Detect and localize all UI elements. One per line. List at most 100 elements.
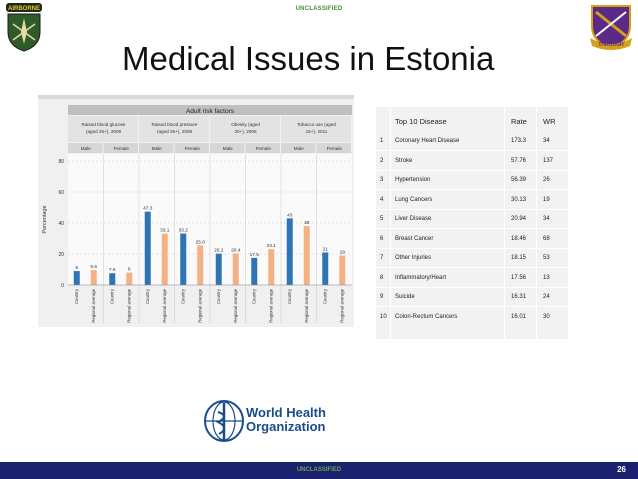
table-cell-wr: 137 bbox=[543, 157, 554, 164]
footer-bar: UNCLASSIFIED 26 bbox=[0, 462, 638, 479]
table-cell-rank: 8 bbox=[380, 274, 384, 281]
chart-sex-label: Male bbox=[294, 146, 304, 151]
chart-x-tick-label: Regional average bbox=[197, 288, 202, 322]
chart-bar-value-label: 20.2 bbox=[214, 248, 224, 254]
chart-bar-country bbox=[144, 211, 151, 285]
chart-x-tick-label: Regional average bbox=[126, 288, 131, 322]
table-cell-disease: Coronary Heart Disease bbox=[395, 138, 460, 144]
chart-bar-country bbox=[322, 252, 329, 285]
chart-bar-value-label: 33.1 bbox=[160, 228, 170, 234]
table-cell-rank: 3 bbox=[380, 177, 384, 183]
chart-sex-label: Male bbox=[152, 146, 162, 151]
chart-group-label: 15+), 2011 bbox=[306, 129, 328, 134]
chart-bar-country bbox=[109, 273, 116, 285]
chart-bar-value-label: 25.6 bbox=[196, 239, 206, 245]
chart-bar-regional bbox=[303, 226, 310, 285]
chart-bar-value-label: 43 bbox=[287, 212, 293, 218]
who-line-2: Organization bbox=[246, 419, 326, 434]
chart-y-tick: 20 bbox=[58, 252, 64, 258]
chart-group-label: (aged 25+), 2008 bbox=[86, 129, 122, 134]
table-cell-rate: 57.76 bbox=[511, 157, 527, 164]
chart-y-tick: 40 bbox=[58, 221, 64, 227]
chart-x-tick-label: Regional average bbox=[233, 288, 238, 322]
who-line-1: World Health bbox=[246, 405, 326, 420]
table-cell-rate: 173.3 bbox=[511, 138, 527, 144]
chart-x-tick-label: Regional average bbox=[91, 288, 96, 322]
table-cell-rank: 5 bbox=[380, 216, 384, 222]
table-cell-wr: 19 bbox=[543, 196, 550, 203]
chart-bar-regional bbox=[339, 255, 346, 285]
table-cell-rank: 7 bbox=[380, 255, 384, 261]
chart-top-border bbox=[38, 95, 354, 99]
table-row-divider bbox=[376, 169, 568, 171]
classification-banner-top: UNCLASSIFIED bbox=[295, 6, 343, 12]
table-cell-rank: 9 bbox=[380, 294, 384, 300]
table-cell-disease: Hypertension bbox=[395, 177, 431, 183]
slide-title: Medical Issues in Estonia bbox=[122, 40, 495, 77]
table-cell-rank: 1 bbox=[380, 138, 384, 144]
chart-x-tick-label: Country bbox=[74, 288, 79, 304]
chart-bar-country bbox=[73, 271, 80, 285]
chart-bar-country bbox=[215, 253, 222, 285]
table-col-divider bbox=[390, 107, 391, 339]
chart-sex-label: Female bbox=[256, 146, 272, 151]
chart-bar-value-label: 38 bbox=[304, 220, 310, 226]
table-row-divider bbox=[376, 228, 568, 229]
svg-text:THROUGH: THROUGH bbox=[598, 42, 624, 48]
chart-sex-label: Male bbox=[81, 146, 91, 151]
classification-banner-bottom: UNCLASSIFIED bbox=[296, 467, 342, 473]
table-cell-wr: 53 bbox=[543, 255, 550, 261]
chart-group-header bbox=[281, 116, 351, 142]
table-cell-rate: 16.31 bbox=[511, 294, 527, 300]
page-number: 26 bbox=[617, 465, 626, 474]
chart-group-label: (aged 25+), 2008 bbox=[157, 129, 193, 134]
chart-bar-value-label: 7.6 bbox=[109, 267, 116, 273]
table-cell-wr: 30 bbox=[543, 313, 550, 320]
chart-bar-country bbox=[251, 257, 258, 285]
chart-group-label: 20+), 2008 bbox=[234, 129, 257, 134]
chart-bar-regional bbox=[197, 245, 204, 285]
chart-sex-header bbox=[245, 143, 280, 153]
table-cell-rank: 10 bbox=[380, 313, 387, 320]
table-cell-disease: Lung Cancers bbox=[395, 196, 433, 203]
chart-x-tick-label: Country bbox=[216, 288, 221, 304]
chart-x-tick-label: Regional average bbox=[304, 288, 309, 322]
table-cell-disease: Suicide bbox=[395, 294, 415, 300]
chart-group-header bbox=[139, 116, 209, 142]
chart-bar-regional bbox=[126, 272, 133, 285]
table-cell-wr: 68 bbox=[543, 235, 550, 242]
table-cell-rate: 30.13 bbox=[511, 196, 527, 203]
svg-text:AIRBORNE: AIRBORNE bbox=[8, 6, 40, 12]
chart-bar-value-label: 9 bbox=[75, 265, 78, 271]
chart-x-tick-label: Country bbox=[145, 288, 150, 304]
chart-sex-label: Male bbox=[223, 146, 233, 151]
table-cell-wr: 13 bbox=[543, 274, 550, 281]
table-cell-rank: 6 bbox=[380, 235, 384, 242]
table-cell-rate: 56.39 bbox=[511, 177, 527, 183]
table-row-divider bbox=[376, 286, 568, 288]
chart-y-tick: 0 bbox=[61, 283, 64, 289]
table-header-rate: Rate bbox=[511, 117, 527, 126]
table-cell-disease: Other Injuries bbox=[395, 255, 432, 261]
chart-sex-header bbox=[103, 143, 138, 153]
table-cell-wr: 34 bbox=[543, 138, 550, 144]
table-header-wr: WR bbox=[543, 117, 556, 126]
table-col-divider bbox=[504, 107, 505, 339]
chart-bar-value-label: 20.4 bbox=[231, 247, 241, 253]
unit-crest-icon: THROUGH bbox=[590, 5, 632, 50]
chart-bar-country bbox=[286, 218, 293, 285]
airborne-unit-patch-icon: AIRBORNE bbox=[6, 3, 42, 52]
chart-bar-value-label: 47.3 bbox=[143, 206, 153, 212]
table-row-divider bbox=[376, 189, 568, 190]
chart-x-tick-label: Regional average bbox=[268, 288, 273, 322]
chart-bar-country bbox=[180, 233, 187, 285]
table-cell-rate: 18.46 bbox=[511, 235, 527, 242]
chart-sex-header bbox=[210, 143, 245, 153]
table-row-divider bbox=[376, 267, 568, 268]
chart-group-label: Raised blood glucose bbox=[82, 122, 126, 127]
chart-x-tick-label: Regional average bbox=[339, 288, 344, 322]
chart-bar-regional bbox=[90, 270, 97, 285]
table-row-divider bbox=[376, 150, 568, 151]
chart-sex-header bbox=[316, 143, 351, 153]
chart-group-label: Obesity (aged bbox=[231, 122, 260, 127]
